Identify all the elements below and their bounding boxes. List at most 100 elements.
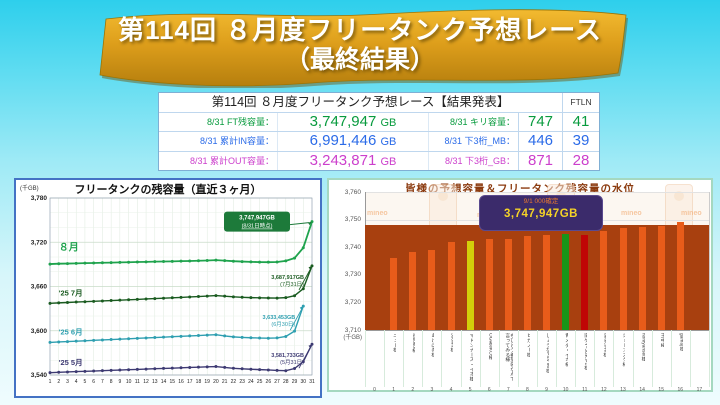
participant-name-cell: detective様: [594, 333, 613, 385]
data-point: [162, 335, 166, 339]
data-point: [48, 262, 52, 266]
slot-separator: [709, 330, 710, 387]
y-tick-label: 3,750: [344, 216, 361, 224]
banner-title-line2: （最終結果）: [284, 46, 435, 74]
participant-name-cell: マドンナーズ・イオ様: [461, 333, 480, 385]
data-point: [223, 365, 227, 369]
participant-name: hontyansei様: [640, 333, 645, 362]
data-point: [196, 334, 200, 338]
x-tick-label: 10: [126, 379, 132, 385]
x-tick-label: 18: [196, 379, 202, 385]
prediction-bar: [600, 230, 608, 330]
slot-number: 11: [582, 387, 588, 393]
participant-name-cell: gamaj様: [671, 333, 690, 385]
row-value2: 747: [518, 113, 562, 132]
prediction-chart-y-unit-label: (千GB): [343, 335, 362, 341]
data-point: [153, 297, 157, 301]
data-point: [223, 259, 227, 263]
data-point: [100, 299, 104, 303]
table-row: 8/31 FT残容量： 3,747,947 GB 8/31 キリ容量： 747 …: [159, 113, 599, 133]
participant-name: OG系eKO様: [487, 333, 492, 360]
tank-chart-y-unit-label: (千GB): [20, 186, 39, 192]
slot-separator: [479, 330, 481, 387]
participant-name: 青メダ・イカ様: [564, 333, 569, 367]
data-point: [205, 333, 209, 337]
participant-name: もひとつ希望袋なんて言ってみる様: [504, 333, 514, 381]
annotation-arrow: [289, 307, 303, 331]
x-tick-label: 14: [161, 379, 167, 385]
annotation-date: (8/31日時点): [242, 222, 273, 230]
x-tick-label: 3: [66, 379, 69, 385]
x-tick-label: 4: [75, 379, 78, 385]
data-point: [275, 336, 279, 340]
annotation-value: 3,687,917GB: [271, 275, 304, 281]
data-point: [196, 365, 200, 369]
slot-separator: [613, 330, 615, 387]
data-point: [231, 259, 235, 263]
data-point: [275, 368, 279, 372]
mineo-watermark: mineo: [681, 210, 702, 217]
results-table: 第114回 ８月度フリータンク予想レース【結果発表】 FTLN 8/31 FT残…: [158, 92, 600, 171]
participant-name: detective様: [602, 333, 607, 357]
annotation-arrow: [298, 267, 312, 291]
slot-number: 16: [677, 387, 684, 393]
row-unit: GB: [380, 155, 397, 168]
phone-watermark-circle: [674, 191, 684, 201]
annotation-date: (7月31日): [280, 281, 304, 288]
grid-line-h: [365, 192, 709, 193]
data-point: [249, 336, 253, 340]
y-tick-label: 3,720: [31, 239, 48, 246]
data-point: [214, 294, 218, 298]
data-point: [258, 296, 262, 300]
slot-number: 2: [411, 387, 415, 393]
x-tick-label: 9: [118, 379, 121, 385]
data-point: [266, 368, 270, 372]
row-ftln-value: 41: [562, 113, 599, 132]
prediction-bar: [562, 233, 570, 330]
data-point: [65, 262, 69, 266]
participant-name: ニュー様: [392, 333, 397, 353]
x-tick-label: 24: [248, 379, 254, 385]
data-point: [153, 336, 157, 340]
row-label2: 8/31 キリ容量：: [428, 113, 518, 132]
annotation-date: (5月31日): [280, 359, 304, 366]
slot-number: 6: [487, 387, 491, 393]
slot-number: 12: [601, 387, 607, 393]
slot-number: 1: [392, 387, 396, 393]
data-point: [83, 300, 87, 304]
phone-watermark-circle: [438, 191, 448, 201]
prediction-bar: [676, 222, 684, 330]
data-point: [83, 369, 87, 373]
slot-number: 13: [620, 387, 626, 393]
y-tick-label: 3,540: [31, 372, 48, 379]
slot-separator: [460, 330, 462, 387]
x-tick-label: 12: [143, 379, 149, 385]
prediction-bar: [409, 252, 417, 330]
tank-chart-panel: (千GB) フリータンクの残容量（直近３ヶ月） 3,780 3,720 3,660 3…: [14, 178, 322, 398]
annotation-value: 3,633,453GB: [263, 315, 296, 321]
x-tick-label: 29: [292, 379, 298, 385]
mineo-watermark: mineo: [367, 210, 388, 217]
x-tick-label: 30: [300, 379, 306, 385]
row-label: 8/31 FT残容量：: [206, 117, 274, 127]
slot-separator: [441, 330, 443, 387]
data-point: [57, 301, 61, 305]
participant-name: gamaj様: [678, 333, 683, 351]
data-point: [65, 340, 69, 344]
row-label: 8/31 累計IN容量：: [199, 136, 274, 147]
x-tick-label: 28: [283, 379, 289, 385]
data-point: [293, 329, 297, 333]
row-value: 3,243,871 GB: [277, 151, 428, 170]
slot-separator: [365, 330, 366, 387]
x-tick-label: 16: [178, 379, 184, 385]
y-tick-label: 3,760: [344, 188, 361, 196]
data-point: [249, 367, 253, 371]
x-tick-label: 8: [110, 379, 113, 385]
data-point: [48, 371, 52, 375]
data-point: [188, 259, 192, 263]
series-line: [49, 305, 304, 344]
data-point: [100, 261, 104, 265]
callout-confirmed-value: 3,747,947GB: [504, 208, 578, 220]
data-point: [109, 299, 113, 303]
annotation-arrow: [298, 346, 312, 369]
